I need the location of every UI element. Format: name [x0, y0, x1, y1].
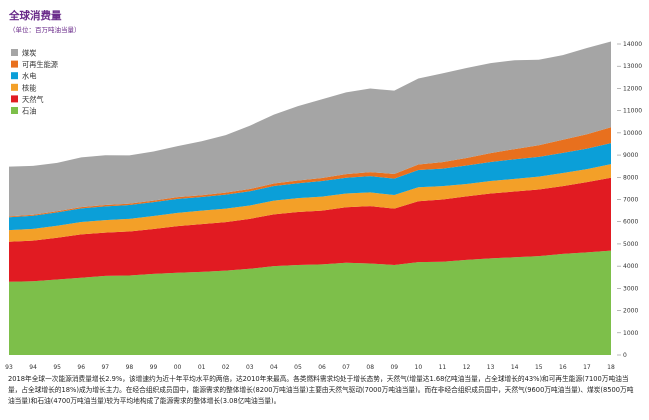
x-tick-label: 04 — [270, 364, 278, 371]
area-series-0 — [9, 250, 611, 355]
y-tick-label: 1000 — [623, 330, 638, 337]
legend-swatch — [11, 49, 18, 56]
x-tick-label: 11 — [439, 364, 447, 371]
x-tick-label: 94 — [29, 364, 37, 371]
chart-note: 2018年全球一次能源消费量增长2.9%，该增速约为近十年平均水平的两倍，达20… — [8, 375, 634, 405]
chart-subtitle: （单位：百万吨油当量） — [9, 26, 81, 34]
area-series-3 — [9, 143, 611, 231]
legend-swatch — [11, 83, 18, 91]
x-tick-label: 05 — [294, 364, 302, 371]
x-tick-label: 96 — [77, 364, 85, 371]
x-tick-label: 99 — [150, 364, 158, 371]
y-tick-label: 11000 — [623, 108, 642, 115]
x-tick-label: 98 — [126, 364, 134, 371]
y-tick-label: 0 — [623, 352, 627, 359]
legend-label: 石油 — [22, 107, 36, 116]
x-tick-label: 06 — [318, 364, 326, 371]
y-tick-label: 10000 — [623, 130, 642, 137]
legend-label: 煤炭 — [22, 49, 36, 58]
y-tick-label: 14000 — [623, 41, 642, 48]
y-tick-label: 8000 — [623, 174, 638, 181]
stacked-area-chart: 93 94 95 96 97 98 99 00 01 02 03 04 05 06 07 08 09 10 11 12… — [5, 41, 642, 371]
y-tick-label: 9000 — [623, 152, 638, 159]
legend-label: 天然气 — [22, 95, 44, 104]
x-tick-label: 93 — [5, 364, 13, 371]
legend-swatch — [11, 60, 18, 68]
x-tick-label: 03 — [246, 364, 254, 371]
y-tick-label: 12000 — [623, 85, 642, 92]
x-tick-label: 97 — [101, 364, 109, 371]
y-tick-label: 2000 — [623, 308, 638, 315]
y-tick-label: 4000 — [623, 263, 638, 270]
x-tick-label: 17 — [583, 364, 591, 371]
x-tick-label: 07 — [342, 364, 350, 371]
x-tick-label: 15 — [535, 364, 543, 371]
y-tick-label: 5000 — [623, 241, 638, 248]
x-tick-label: 95 — [53, 364, 61, 371]
legend-label: 水电 — [22, 72, 36, 81]
area-series-1 — [9, 177, 611, 282]
x-axis: 93 94 95 96 97 98 99 00 01 02 03 04 05 06 07 08 09 10 11 12… — [5, 364, 615, 371]
x-tick-label: 08 — [366, 364, 374, 371]
x-tick-label: 02 — [222, 364, 230, 371]
x-tick-label: 13 — [487, 364, 495, 371]
x-tick-label: 12 — [463, 364, 471, 371]
y-tick-label: 6000 — [623, 219, 638, 226]
x-tick-label: 16 — [559, 364, 567, 371]
x-tick-label: 14 — [511, 364, 519, 371]
y-tick-label: 13000 — [623, 63, 642, 70]
x-tick-label: 18 — [607, 364, 615, 371]
y-tick-label: 3000 — [623, 285, 638, 292]
area-series-2 — [9, 164, 611, 242]
legend-label: 可再生能源 — [22, 60, 58, 69]
x-tick-label: 09 — [390, 364, 398, 371]
y-axis: 0 1000 2000 3000 4000 5000 6000 7000 8000 9000 100… — [617, 41, 642, 359]
area-series-5 — [9, 41, 611, 217]
x-tick-label: 00 — [174, 364, 182, 371]
legend-label: 核能 — [22, 83, 36, 92]
x-tick-label: 10 — [415, 364, 423, 371]
legend-swatch — [11, 107, 18, 114]
y-tick-label: 7000 — [623, 197, 638, 204]
legend-swatch — [11, 72, 18, 80]
legend-swatch — [11, 95, 18, 103]
chart-title: 全球消费量 — [9, 10, 62, 22]
areas-layer — [9, 41, 611, 355]
x-tick-label: 01 — [198, 364, 206, 371]
